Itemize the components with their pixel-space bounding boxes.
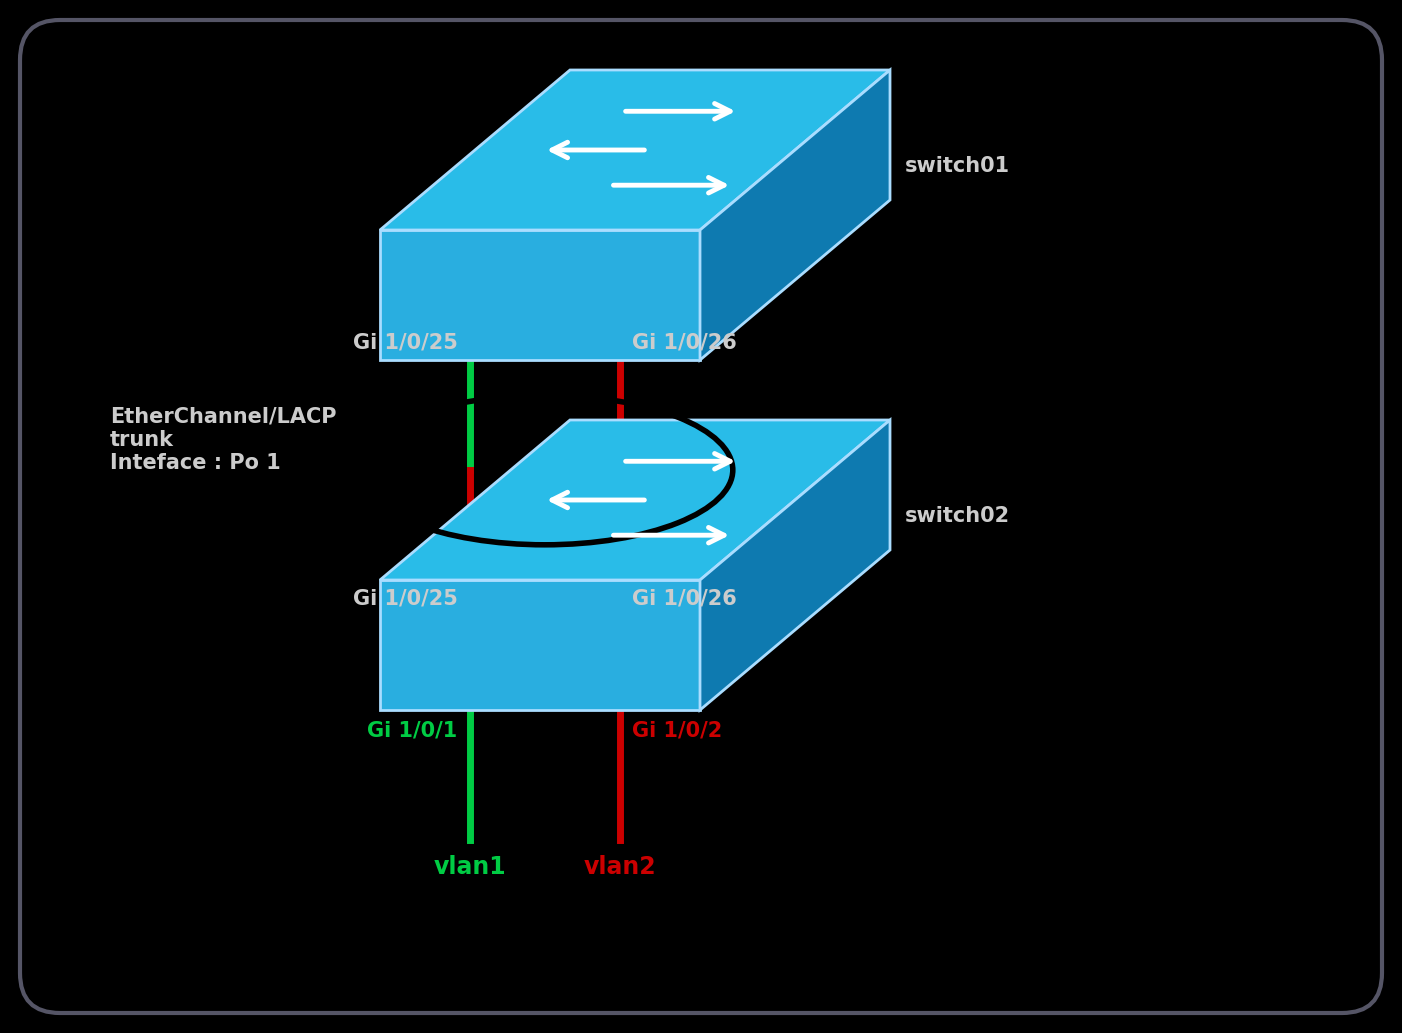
Polygon shape (700, 420, 890, 710)
Text: Gi 1/0/26: Gi 1/0/26 (632, 332, 736, 352)
Text: switch01: switch01 (906, 156, 1009, 176)
Text: EtherChannel/LACP
trunk
Inteface : Po 1: EtherChannel/LACP trunk Inteface : Po 1 (109, 407, 336, 473)
Text: vlan2: vlan2 (583, 855, 656, 879)
Text: Gi 1/0/25: Gi 1/0/25 (353, 588, 457, 608)
Text: Gi 1/0/2: Gi 1/0/2 (632, 720, 722, 740)
Text: Gi 1/0/26: Gi 1/0/26 (632, 588, 736, 608)
Polygon shape (380, 70, 890, 230)
Text: Gi 1/0/1: Gi 1/0/1 (367, 720, 457, 740)
Polygon shape (700, 70, 890, 359)
Polygon shape (380, 420, 890, 580)
Polygon shape (380, 230, 700, 359)
Polygon shape (380, 580, 700, 710)
Text: vlan1: vlan1 (433, 855, 506, 879)
Text: switch02: switch02 (906, 506, 1009, 526)
Text: Gi 1/0/25: Gi 1/0/25 (353, 332, 457, 352)
